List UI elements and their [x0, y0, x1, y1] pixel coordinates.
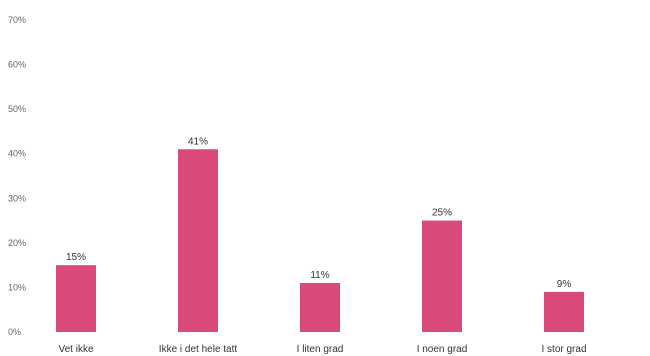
category-label: I noen grad: [417, 344, 468, 355]
bar: [544, 291, 584, 332]
bar: [422, 220, 462, 332]
category-label: I stor grad: [541, 344, 586, 355]
category-labels: Vet ikke Ikke i det hele tatt I liten grad…: [58, 344, 586, 355]
y-tick-label: 40%: [8, 149, 26, 159]
bar: [56, 265, 96, 332]
data-label: 9%: [557, 279, 572, 290]
y-tick-label: 20%: [8, 238, 26, 248]
data-labels: 15% 41% 11% 25% 9%: [66, 136, 571, 290]
y-tick-label: 0%: [8, 327, 21, 337]
category-label: Vet ikke: [58, 344, 93, 355]
data-label: 41%: [188, 136, 208, 147]
y-tick-label: 10%: [8, 282, 26, 292]
y-tick-label: 30%: [8, 193, 26, 203]
y-tick-label: 50%: [8, 104, 26, 114]
data-label: 11%: [310, 270, 329, 281]
y-axis-ticks: 0% 10% 20% 30% 40% 50% 60% 70%: [8, 15, 26, 337]
bars: [56, 149, 584, 332]
y-tick-label: 60%: [8, 60, 26, 70]
category-label: I liten grad: [297, 344, 344, 355]
bar: [300, 282, 340, 332]
category-label: Ikke i det hele tatt: [159, 344, 238, 355]
bar: [178, 149, 218, 332]
y-tick-label: 70%: [8, 15, 26, 25]
data-label: 15%: [66, 252, 86, 263]
data-label: 25%: [432, 208, 452, 219]
